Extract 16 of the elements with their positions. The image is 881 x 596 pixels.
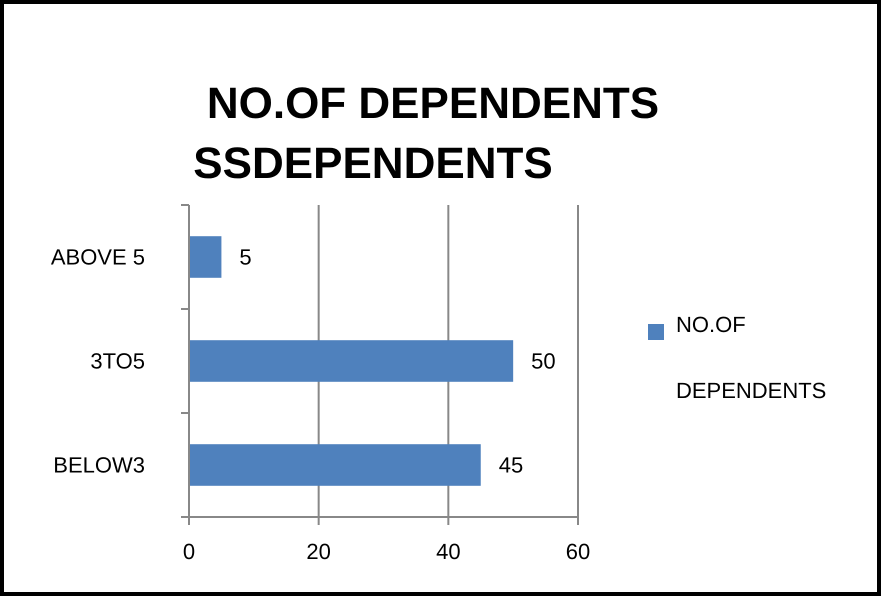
text: NO.OF DEPENDENTS xyxy=(206,79,660,128)
bar xyxy=(189,340,514,382)
data-label: 5 xyxy=(239,244,252,270)
chart-subtitle: SSDEPENDENTS xyxy=(193,139,553,188)
y-tick-label: BELOW3 xyxy=(53,452,145,478)
data-label: 45 xyxy=(498,452,524,478)
text: NO.OF DEPENDENTS xyxy=(676,312,826,403)
x-tick-label: 20 xyxy=(306,539,331,564)
data-label: 50 xyxy=(531,348,556,374)
y-tick-label: ABOVE 5 xyxy=(50,244,145,270)
x-tick-label: 0 xyxy=(182,539,196,564)
y-tick-label: 3TO5 xyxy=(90,348,145,374)
bar xyxy=(189,236,222,278)
x-tick-label: 60 xyxy=(566,539,590,564)
x-tick-label: 40 xyxy=(436,539,461,564)
bar xyxy=(189,444,481,486)
